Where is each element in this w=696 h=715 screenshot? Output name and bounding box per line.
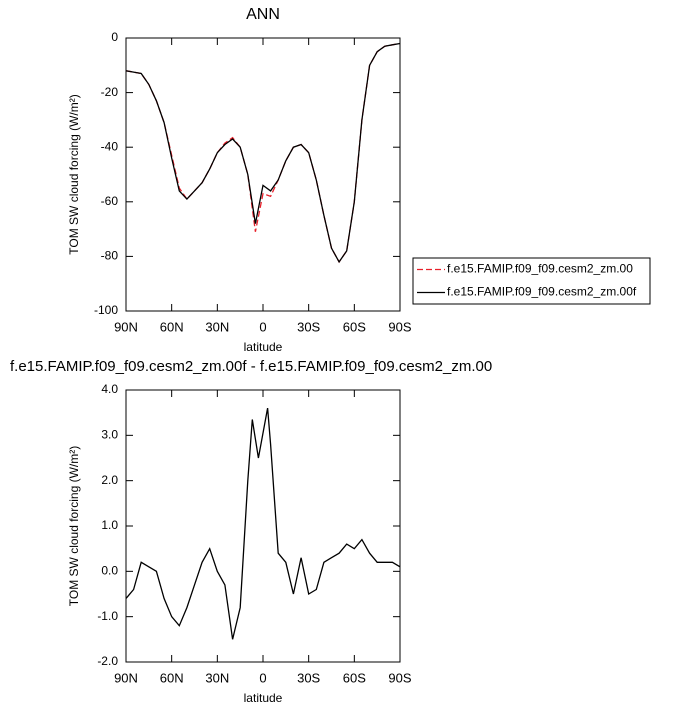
x-tick-label: 0 — [259, 670, 266, 685]
x-tick-label: 60N — [160, 319, 184, 334]
y-tick-label: 0 — [111, 30, 118, 44]
y-tick-label: 2.0 — [101, 473, 118, 487]
y-tick-label: -1.0 — [97, 609, 118, 623]
legend-box — [412, 257, 651, 305]
y-axis-label: TOM SW cloud forcing (W/m²) — [67, 446, 81, 606]
y-axis-label: TOM SW cloud forcing (W/m²) — [67, 94, 81, 254]
x-tick-label: 90S — [388, 670, 411, 685]
x-tick-label: 60N — [160, 670, 184, 685]
x-tick-label: 90N — [114, 319, 138, 334]
y-tick-label: -2.0 — [97, 654, 118, 668]
x-tick-label: 0 — [259, 319, 266, 334]
x-tick-label: 90S — [388, 319, 411, 334]
y-tick-label: 3.0 — [101, 428, 118, 442]
x-tick-label: 30S — [297, 319, 320, 334]
x-axis-label: latitude — [244, 340, 283, 354]
y-tick-label: -60 — [101, 194, 119, 208]
chart-title: ANN — [246, 6, 280, 23]
line-series — [125, 407, 401, 640]
x-tick-label: 60S — [343, 670, 366, 685]
y-tick-label: 0.0 — [101, 564, 118, 578]
y-tick-label: -100 — [94, 303, 118, 317]
x-axis-label: latitude — [244, 691, 283, 705]
line-series — [125, 42, 401, 264]
y-tick-label: -40 — [101, 139, 119, 153]
plot-frame — [125, 389, 401, 663]
y-tick-label: -80 — [101, 249, 119, 263]
y-tick-label: -20 — [101, 85, 119, 99]
x-tick-label: 30N — [205, 319, 229, 334]
x-tick-label: 90N — [114, 670, 138, 685]
x-tick-label: 30S — [297, 670, 320, 685]
x-tick-label: 60S — [343, 319, 366, 334]
legend-label: f.e15.FAMIP.f09_f09.cesm2_zm.00 — [447, 262, 633, 276]
y-tick-label: 1.0 — [101, 518, 118, 532]
legend-label: f.e15.FAMIP.f09_f09.cesm2_zm.00f — [447, 285, 637, 299]
x-tick-label: 30N — [205, 670, 229, 685]
chart-title: f.e15.FAMIP.f09_f09.cesm2_zm.00f - f.e15… — [10, 358, 492, 375]
y-tick-label: 4.0 — [101, 382, 118, 396]
plot-frame — [125, 37, 401, 312]
